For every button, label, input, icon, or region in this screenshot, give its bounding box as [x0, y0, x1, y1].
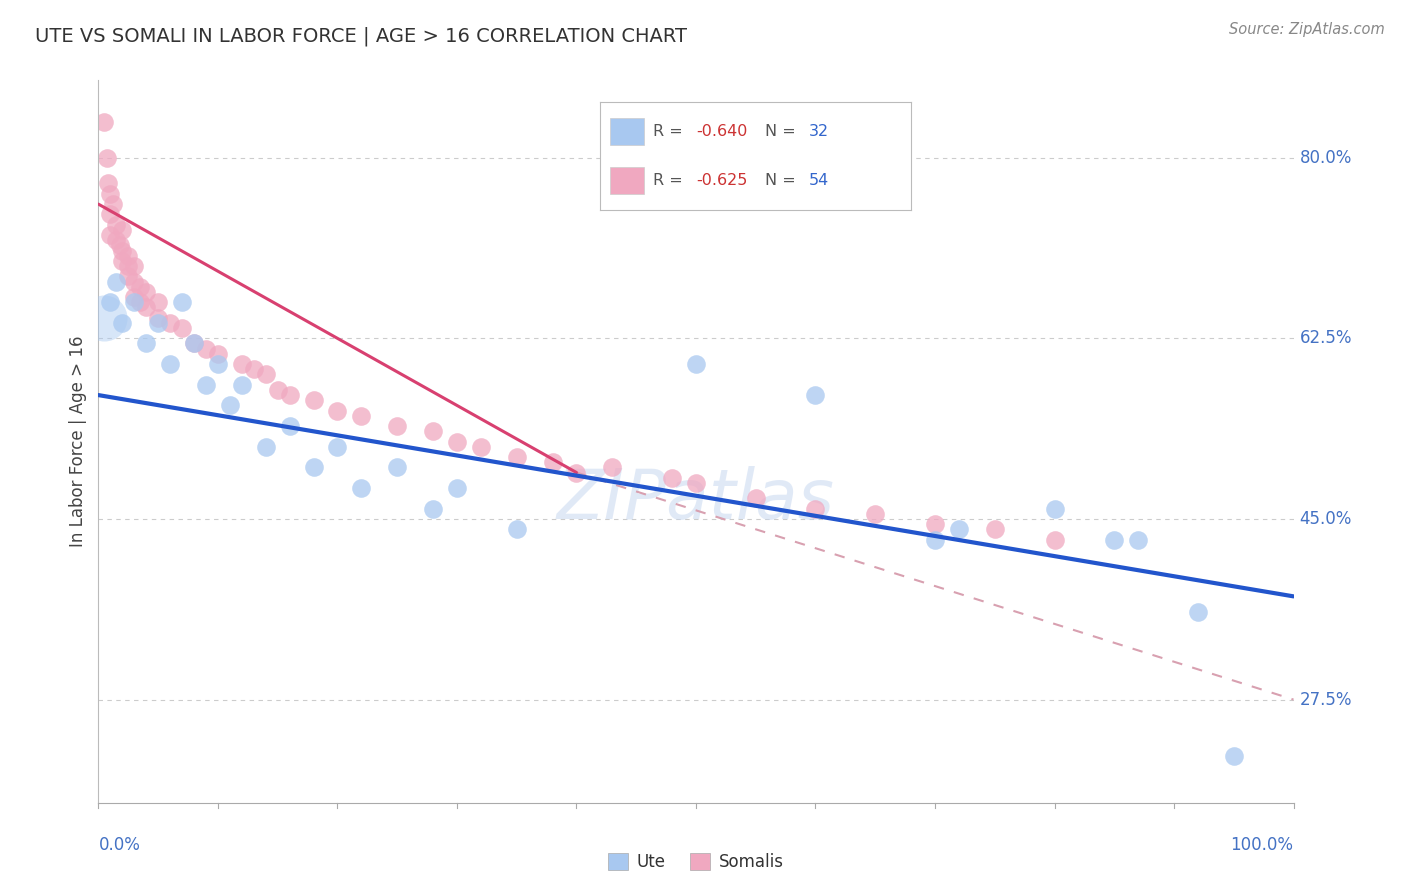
Point — [117, 259, 139, 273]
Point — [148, 295, 170, 310]
Point — [231, 377, 253, 392]
Text: 0.0%: 0.0% — [98, 836, 141, 854]
Point — [124, 275, 146, 289]
Point — [948, 522, 970, 536]
Point — [183, 336, 205, 351]
Point — [135, 301, 157, 315]
Point — [105, 218, 128, 232]
Point — [254, 440, 277, 454]
Point — [148, 310, 170, 325]
Point — [302, 393, 325, 408]
Point — [111, 244, 134, 258]
Point — [506, 522, 529, 536]
Point — [1043, 533, 1066, 547]
Point — [506, 450, 529, 464]
Point — [602, 460, 624, 475]
Point — [98, 207, 122, 221]
Point — [385, 419, 409, 434]
Point — [302, 460, 325, 475]
Point — [865, 507, 887, 521]
Point — [108, 238, 131, 252]
Point — [111, 253, 134, 268]
Point — [278, 388, 301, 402]
Point — [924, 517, 946, 532]
Point — [422, 424, 444, 438]
Point — [685, 475, 707, 490]
Legend: Ute, Somalis: Ute, Somalis — [602, 846, 790, 878]
Point — [195, 342, 218, 356]
Point — [231, 357, 253, 371]
Point — [135, 285, 157, 299]
Point — [98, 186, 122, 201]
Point — [97, 177, 120, 191]
Point — [1187, 605, 1209, 619]
Point — [1128, 533, 1150, 547]
Point — [924, 533, 946, 547]
Point — [111, 316, 134, 330]
Point — [135, 336, 157, 351]
Point — [129, 279, 152, 293]
Point — [183, 336, 205, 351]
Point — [1104, 533, 1126, 547]
Text: 100.0%: 100.0% — [1230, 836, 1294, 854]
Point — [446, 481, 468, 495]
Point — [105, 275, 128, 289]
Point — [159, 357, 181, 371]
Point — [98, 228, 122, 243]
Text: 27.5%: 27.5% — [1299, 690, 1353, 708]
Point — [101, 197, 124, 211]
Point — [254, 368, 277, 382]
Point — [326, 403, 349, 417]
Point — [804, 388, 827, 402]
Point — [1043, 501, 1066, 516]
Point — [117, 269, 139, 284]
Text: 45.0%: 45.0% — [1299, 510, 1353, 528]
Point — [93, 310, 115, 325]
Point — [661, 470, 683, 484]
Y-axis label: In Labor Force | Age > 16: In Labor Force | Age > 16 — [69, 335, 87, 548]
Text: UTE VS SOMALI IN LABOR FORCE | AGE > 16 CORRELATION CHART: UTE VS SOMALI IN LABOR FORCE | AGE > 16 … — [35, 27, 688, 46]
Point — [685, 357, 707, 371]
Point — [745, 491, 768, 506]
Point — [207, 347, 229, 361]
Point — [326, 440, 349, 454]
Point — [804, 501, 827, 516]
Point — [124, 259, 146, 273]
Point — [148, 316, 170, 330]
Point — [195, 377, 218, 392]
Point — [96, 151, 118, 165]
Point — [446, 434, 468, 449]
Point — [267, 383, 290, 397]
Point — [243, 362, 266, 376]
Point — [984, 522, 1007, 536]
Point — [117, 249, 139, 263]
Point — [93, 114, 115, 128]
Text: 62.5%: 62.5% — [1299, 329, 1353, 347]
Point — [278, 419, 301, 434]
Text: Source: ZipAtlas.com: Source: ZipAtlas.com — [1229, 22, 1385, 37]
Point — [172, 295, 194, 310]
Point — [172, 321, 194, 335]
Point — [129, 295, 152, 310]
Point — [124, 290, 146, 304]
Point — [422, 501, 444, 516]
Point — [159, 316, 181, 330]
Point — [1223, 749, 1246, 764]
Point — [124, 295, 146, 310]
Point — [541, 455, 564, 469]
Point — [207, 357, 229, 371]
Point — [565, 466, 588, 480]
Point — [350, 409, 373, 423]
Point — [105, 233, 128, 247]
Point — [219, 398, 242, 412]
Text: ZIPatlas: ZIPatlas — [557, 466, 835, 533]
Point — [350, 481, 373, 495]
Point — [470, 440, 492, 454]
Point — [111, 223, 134, 237]
Point — [98, 295, 122, 310]
Text: 80.0%: 80.0% — [1299, 149, 1353, 167]
Point — [385, 460, 409, 475]
